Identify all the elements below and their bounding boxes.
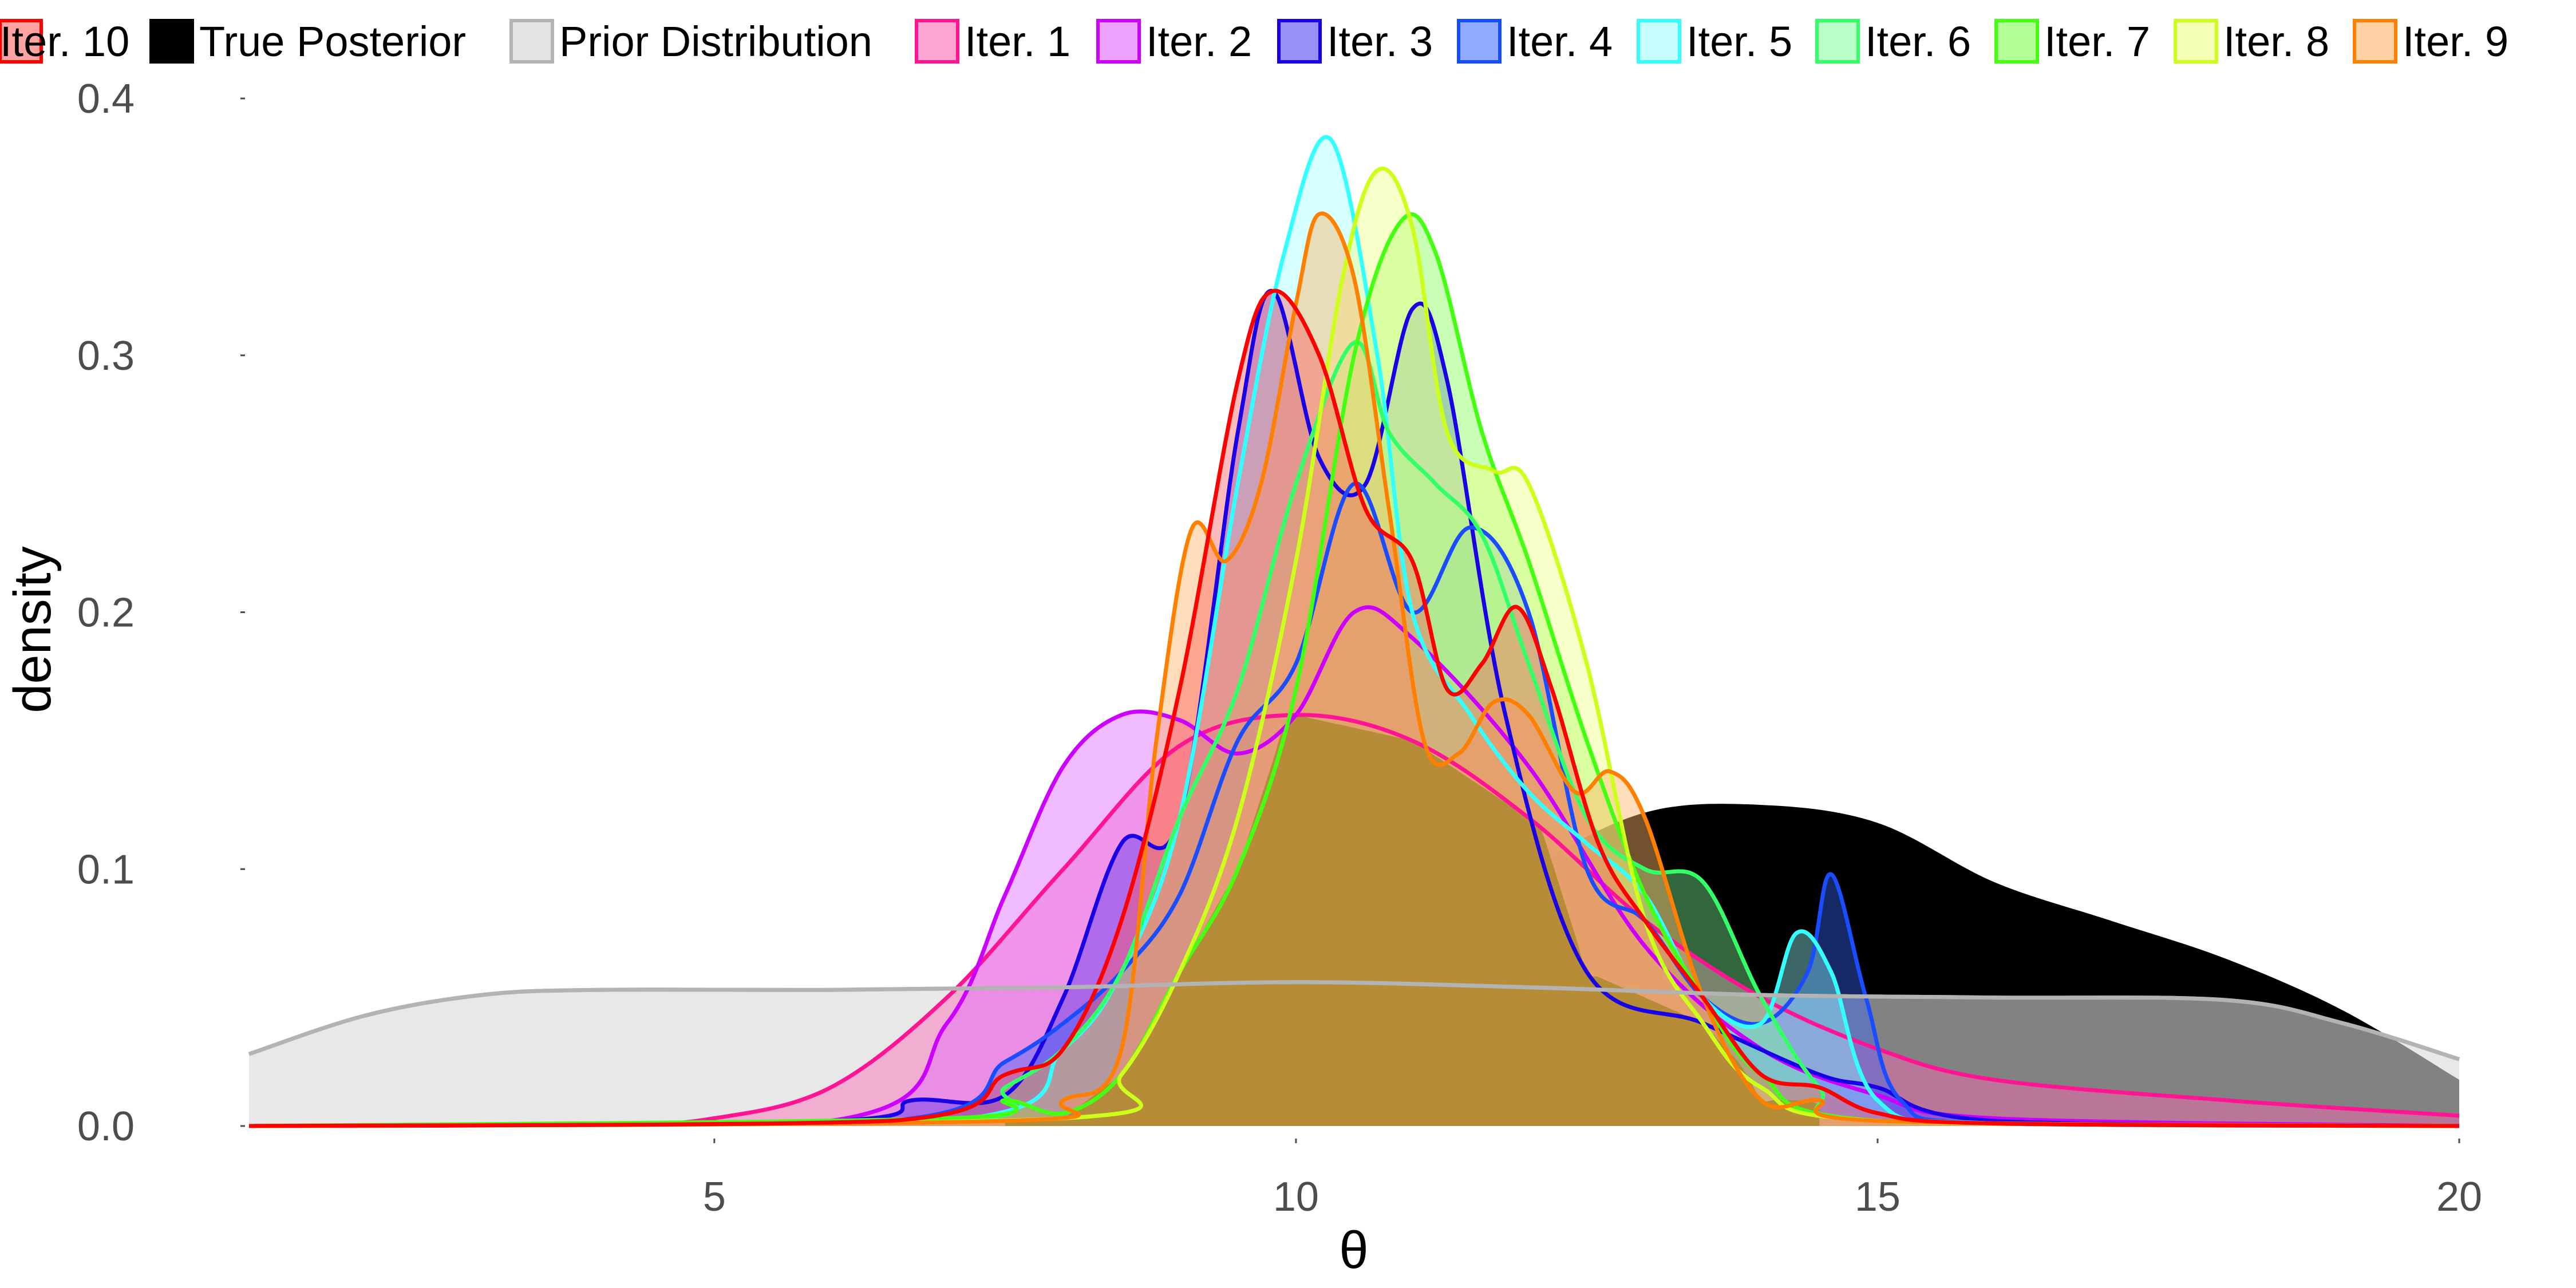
legend-label-iter-8: Iter. 8 bbox=[2223, 18, 2329, 65]
legend-label-iter-5: Iter. 5 bbox=[1686, 18, 1792, 65]
y-tick-label: 0.2 bbox=[77, 590, 135, 636]
y-tick-label: 0.1 bbox=[77, 847, 135, 892]
y-axis-title: density bbox=[3, 546, 62, 713]
line-iter-7 bbox=[248, 212, 2460, 1128]
legend-label-iter-1: Iter. 1 bbox=[965, 18, 1070, 65]
line-iter-10 bbox=[248, 289, 2460, 1128]
area-iter-5 bbox=[249, 137, 2459, 1126]
legend-key-iter-3 bbox=[1277, 19, 1322, 64]
x-tick-label: 20 bbox=[2436, 1174, 2482, 1220]
area-iter-9 bbox=[249, 213, 2459, 1127]
area-iter-8 bbox=[249, 168, 2459, 1127]
legend-label-iter-2: Iter. 2 bbox=[1146, 18, 1252, 65]
area-iter-7 bbox=[249, 214, 2459, 1127]
line-iter-2 bbox=[248, 605, 2460, 1128]
legend-key-iter-10 bbox=[0, 19, 43, 64]
legend-label-iter-6: Iter. 6 bbox=[1865, 18, 1971, 65]
legend-key-iter-5 bbox=[1637, 19, 1681, 64]
axes: 5 10 15 20 0.0 0.1 0.2 0.3 0.4 bbox=[77, 76, 2482, 1220]
y-tick-label: 0.3 bbox=[77, 333, 135, 379]
x-tick-label: 5 bbox=[703, 1174, 726, 1220]
legend-label-iter-10: Iter. 10 bbox=[0, 18, 129, 65]
overlap-area-layer bbox=[1005, 714, 1820, 1126]
legend-label-true-posterior: True Posterior bbox=[199, 18, 466, 65]
area-iter-3 bbox=[249, 291, 2459, 1126]
line-iter-1 bbox=[248, 713, 2460, 1128]
legend-key-iter-7 bbox=[1994, 19, 2039, 64]
legend-key-iter-1 bbox=[915, 19, 959, 64]
legend-key-iter-4 bbox=[1457, 19, 1502, 64]
x-axis-title: θ bbox=[1339, 1221, 1368, 1279]
legend-label-iter-4: Iter. 4 bbox=[1507, 18, 1613, 65]
x-tick-label: 15 bbox=[1855, 1174, 1901, 1220]
series-lines-layer bbox=[248, 135, 2460, 1128]
line-iter-9 bbox=[248, 211, 2460, 1128]
x-tick-label: 10 bbox=[1273, 1174, 1319, 1220]
area-iter-10 bbox=[249, 290, 2459, 1127]
legend-label-iter-9: Iter. 9 bbox=[2403, 18, 2508, 65]
legend-key-iter-2 bbox=[1096, 19, 1141, 64]
legend: True Posterior Prior Distribution Iter. 1 I… bbox=[0, 18, 2508, 65]
legend-label-iter-7: Iter. 7 bbox=[2044, 18, 2150, 65]
legend-key-iter-8 bbox=[2174, 19, 2218, 64]
legend-key-prior-distribution bbox=[509, 19, 554, 64]
legend-label-prior-distribution: Prior Distribution bbox=[559, 18, 872, 65]
y-tick-label: 0.0 bbox=[77, 1104, 135, 1149]
line-iter-6 bbox=[248, 339, 2460, 1128]
y-tick-label: 0.4 bbox=[77, 76, 135, 122]
line-prior-distribution-top bbox=[248, 980, 2460, 1061]
legend-key-true-posterior bbox=[149, 19, 194, 64]
legend-label-iter-3: Iter. 3 bbox=[1327, 18, 1433, 65]
legend-key-iter-9 bbox=[2353, 19, 2397, 64]
legend-key-iter-6 bbox=[1815, 19, 1860, 64]
area-iteration-overlap bbox=[1005, 714, 1820, 1126]
